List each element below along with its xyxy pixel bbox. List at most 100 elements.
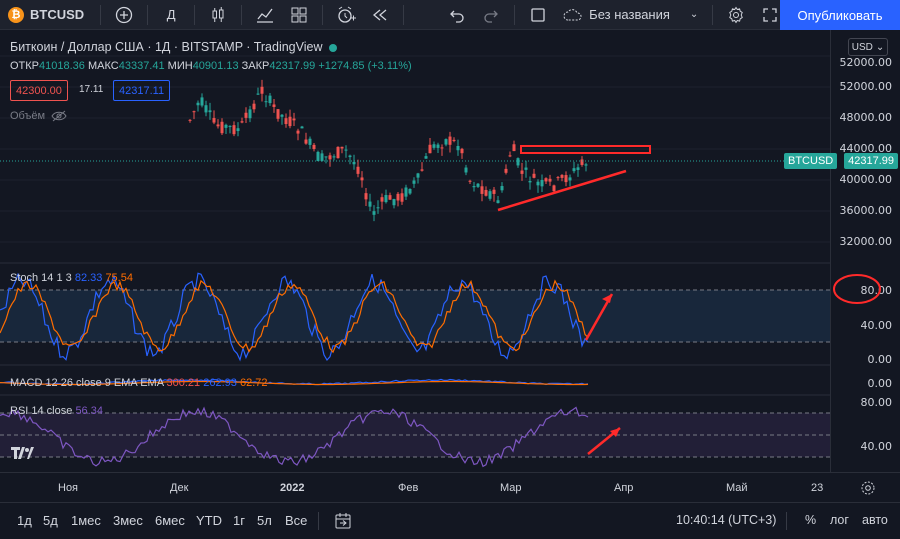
log-toggle[interactable]: лог [830,513,849,527]
candle-body [232,125,236,135]
price-tick: 48000.00 [839,111,893,124]
resistance-rectangle [520,145,651,154]
symbol-label: BTCUSD [30,7,85,22]
candle-body [552,185,556,192]
range-6m[interactable]: 6мес [155,513,185,528]
auto-toggle[interactable]: авто [862,513,888,527]
range-5d[interactable]: 5д [43,513,58,528]
chevron-down-icon: ⌄ [689,9,699,20]
time-axis[interactable]: Ноя Дек 2022 Фев Мар Апр Май 23 [0,472,900,502]
open-label: ОТКР [10,60,40,72]
candle-body [220,121,224,134]
candle-body [312,144,316,149]
percent-toggle[interactable]: % [805,513,817,527]
candle-body [432,144,436,148]
stoch-tick: 40.00 [860,319,893,332]
compare-add-icon[interactable] [107,0,141,30]
clock[interactable]: 10:40:14 (UTC+3) [676,513,777,527]
candle-body [364,193,368,200]
time-tick: 2022 [280,482,305,494]
candle-body [576,167,580,170]
candle-body [304,139,308,144]
candle-body [272,104,276,107]
candle-body [196,102,200,106]
candle-body [348,155,352,158]
divider [318,512,319,530]
candle-body [480,186,484,194]
currency-button[interactable]: USD ⌄ [848,38,888,56]
close-value: 42317.99 [269,60,316,72]
volume-legend[interactable]: Объём [10,110,67,122]
candle-body [572,168,576,172]
stoch-tick: 0.00 [867,353,893,366]
symbol-price-tag: BTCUSD [784,153,838,169]
divider [241,4,243,25]
price-tick: 44000.00 [839,142,893,155]
candle-body [408,188,412,194]
candle-body [444,139,448,145]
ohlc-values: ОТКР41018.36 МАКС43337.41 МИН40901.13 ЗА… [10,60,412,72]
buy-button[interactable]: 42317.11 [113,80,171,101]
rsi-legend[interactable]: RSI 14 close 56.34 [10,405,103,417]
candle-body [504,168,508,173]
candle-body [520,170,524,174]
layout-name-dropdown[interactable]: Без названия ⌄ [555,0,706,30]
candle-body [324,156,328,158]
range-5y[interactable]: 5л [257,513,272,528]
redo-icon[interactable] [474,0,508,30]
candle-body [268,95,272,104]
range-3m[interactable]: 3мес [113,513,143,528]
candle-body [448,136,452,145]
candle-body [380,197,384,202]
eye-hidden-icon[interactable] [51,110,67,122]
change-value: +1274.85 (+3.11%) [318,60,412,72]
macd-legend[interactable]: MACD 12 26 close 9 EMA EMA 300.21 262.93… [10,377,267,389]
timezone-gear-icon[interactable] [860,480,876,496]
interval-button[interactable]: Д [166,7,176,22]
candle-body [308,138,312,145]
templates-grid-icon[interactable] [282,0,316,30]
candle-body [288,116,292,127]
stoch-legend[interactable]: Stoch 14 1 3 82.33 75.54 [10,272,133,284]
candles-icon[interactable] [201,0,235,30]
candle-body [292,118,296,121]
gear-icon[interactable] [719,0,753,30]
symbol-search[interactable]: ₿ BTCUSD [0,0,94,30]
indicators-icon[interactable] [248,0,282,30]
candle-body [464,167,468,173]
publish-button[interactable]: Опубликовать [780,0,900,30]
undo-icon[interactable] [440,0,474,30]
range-ytd[interactable]: YTD [196,513,222,528]
range-all[interactable]: Все [285,513,308,528]
candle-body [468,180,472,182]
candle-body [452,139,456,141]
bottom-toolbar: 1д 5д 1мес 3мес 6мес YTD 1г 5л Все 10:40… [0,502,900,539]
rsi-value: 56.34 [75,405,103,417]
fullscreen-icon[interactable] [753,0,787,30]
candle-body [580,159,584,165]
chart-title: Биткоин / Доллар США · 1Д · BITSTAMP · T… [10,40,337,54]
layout-square-icon[interactable] [521,0,555,30]
alert-clock-icon[interactable] [329,0,363,30]
candle-body [252,103,256,110]
goto-date-icon[interactable] [334,512,352,530]
macd-hist-value: 300.21 [166,377,201,389]
candle-body [492,189,496,194]
range-1d[interactable]: 1д [17,513,32,528]
replay-icon[interactable] [363,0,397,30]
chart-canvas[interactable] [0,30,830,472]
low-label: МИН [167,60,193,72]
candle-body [568,177,572,181]
candle-body [400,193,404,202]
range-1y[interactable]: 1г [233,513,245,528]
range-1m[interactable]: 1мес [71,513,101,528]
sell-button[interactable]: 42300.00 [10,80,68,101]
macd-name: MACD 12 26 close 9 EMA EMA [10,377,164,389]
candle-body [200,97,204,106]
candle-body [508,155,512,157]
candle-body [404,187,408,197]
price-axis[interactable]: 52000.00 52000.00 52000.00 48000.00 4400… [830,30,900,472]
candle-body [300,126,304,129]
candle-body [440,147,444,149]
tradingview-logo-icon[interactable] [10,445,36,465]
